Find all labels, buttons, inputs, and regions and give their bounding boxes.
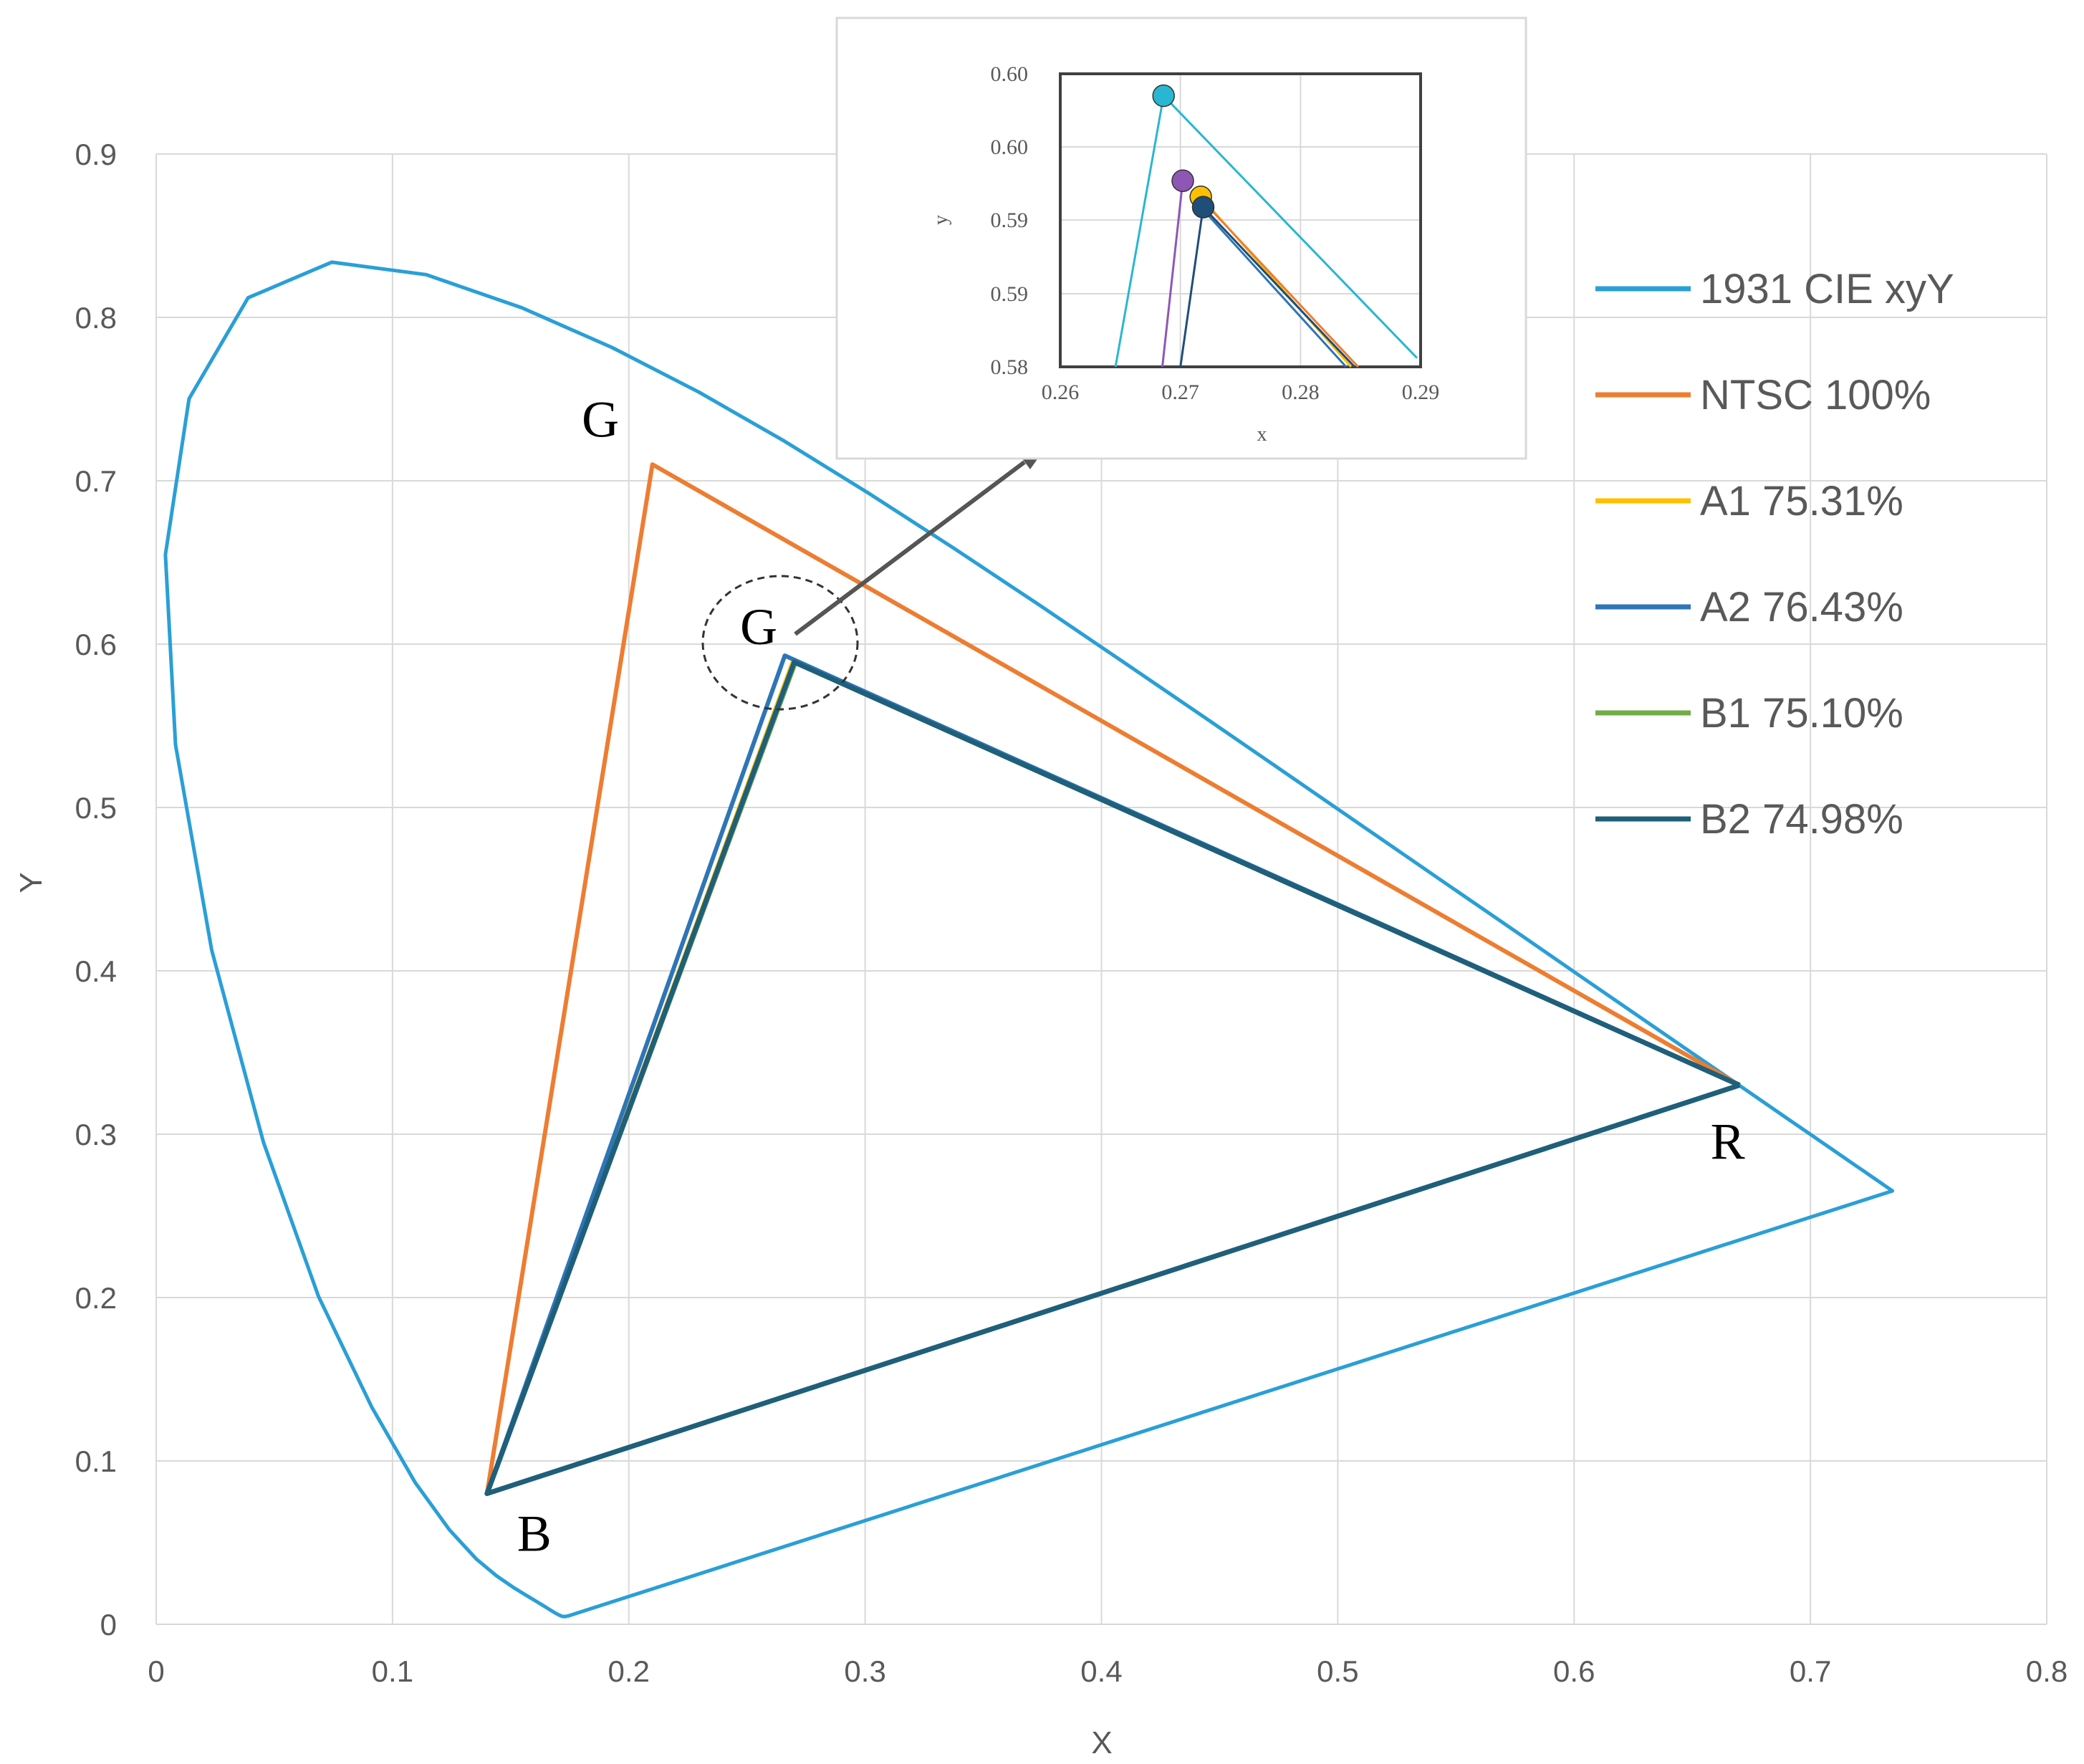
vertex-label-r: R (1711, 1113, 1745, 1170)
inset-line (1114, 95, 1165, 368)
y-tick-label: 0 (100, 1608, 117, 1641)
axis-ticks: 0 0.1 0.2 0.3 0.4 0.5 0.6 0.7 0.8 0 0.1 0.2 0.3 0.4 0.… (75, 138, 2068, 1688)
x-tick-label: 0.3 (844, 1654, 885, 1688)
inset-line (1163, 95, 1418, 359)
y-tick-label: 0.7 (75, 464, 117, 498)
x-tick-label: 0.7 (1790, 1654, 1831, 1688)
inset-plot-border (1059, 72, 1422, 368)
x-tick-label: 0.6 (1553, 1654, 1595, 1688)
y-tick-label: 0.3 (75, 1118, 117, 1151)
y-tick-label: 0.8 (75, 301, 117, 335)
x-tick-label: 0.8 (2026, 1654, 2068, 1688)
vertex-label-b: B (517, 1505, 552, 1562)
inset-x-tick-label: 0.26 (1042, 380, 1080, 404)
series-line-1931-cie-xyy (163, 260, 1895, 1619)
inset-x-tick-label: 0.28 (1282, 380, 1320, 404)
legend-label: B1 75.10% (1700, 690, 1903, 737)
inset-x-axis-title: x (1257, 423, 1267, 446)
legend-label: 1931 CIE xyY (1700, 266, 1954, 312)
inset-line (1202, 206, 1355, 368)
y-tick-label: 0.1 (75, 1444, 117, 1478)
inset-y-tick-label: 0.60 (991, 135, 1029, 159)
inset-y-tick-label: 0.60 (991, 62, 1029, 86)
y-tick-label: 0.5 (75, 791, 117, 825)
legend-label: B2 74.98% (1700, 796, 1903, 843)
inset-y-tick-label: 0.58 (991, 355, 1029, 379)
y-tick-label: 0.2 (75, 1281, 117, 1315)
legend-label: A2 76.43% (1700, 584, 1903, 631)
inset-line (1202, 200, 1359, 368)
series-layer (163, 260, 1895, 1619)
x-tick-label: 0.4 (1080, 1654, 1122, 1688)
inset-y-axis-title: y (930, 215, 952, 225)
series-line-b1-75-10- (484, 661, 1741, 1496)
inset-marker-ntsc-100- (1152, 84, 1175, 107)
inset-line (1179, 206, 1204, 368)
inset-y-tick-label: 0.59 (991, 282, 1029, 306)
y-tick-label: 0.6 (75, 628, 117, 661)
x-tick-label: 0 (148, 1654, 164, 1688)
legend-label: NTSC 100% (1700, 372, 1931, 418)
series-line-a2-76-43- (484, 653, 1741, 1496)
highlight-circle (701, 575, 859, 711)
vertex-labels: G G R B (517, 390, 1745, 1562)
series-line-a1-75-31- (484, 658, 1741, 1496)
inset-x-tick-label: 0.27 (1161, 380, 1199, 404)
inset-y-tick-label: 0.59 (991, 208, 1029, 232)
inset-marker-a2-76-43- (1171, 169, 1194, 193)
inset-marker-b2-74-98- (1191, 196, 1215, 219)
y-tick-label: 0.9 (75, 138, 117, 171)
callout-arrow-line (794, 460, 1026, 636)
x-tick-label: 0.2 (608, 1654, 650, 1688)
x-tick-label: 0.1 (372, 1654, 413, 1688)
legend: 1931 CIE xyY NTSC 100% A1 75.31% A2 76.43% B… (1595, 266, 1954, 843)
y-tick-label: 0.4 (75, 954, 117, 988)
inset-line (1200, 206, 1348, 368)
y-axis-title: Y (14, 872, 49, 893)
zoom-inset: 0.26 0.27 0.28 0.29 0.60 0.60 0.59 0.59 0.58 x y (835, 16, 1527, 460)
x-axis-title: X (1091, 1725, 1112, 1760)
series-line-b2-74-98- (484, 659, 1741, 1497)
inset-frame (835, 16, 1527, 460)
x-tick-label: 0.5 (1317, 1654, 1358, 1688)
inset-line (1161, 181, 1184, 368)
legend-label: A1 75.31% (1700, 478, 1903, 524)
inset-x-tick-label: 0.29 (1402, 380, 1440, 404)
vertex-label-g: G (740, 598, 777, 656)
vertex-label-g: G (582, 390, 619, 448)
